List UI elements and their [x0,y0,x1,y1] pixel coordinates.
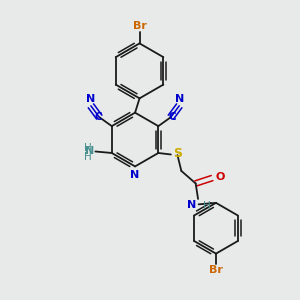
Text: N: N [187,200,196,210]
Text: N: N [175,94,184,104]
Text: Br: Br [209,265,223,275]
Text: Br: Br [133,21,146,31]
Text: S: S [173,147,182,160]
Text: O: O [215,172,224,182]
Text: C: C [94,112,102,122]
Text: H: H [203,201,211,212]
Text: N: N [130,170,140,180]
Text: H: H [84,143,92,153]
Text: H: H [84,152,92,162]
Text: N: N [86,94,95,104]
Text: C: C [168,112,176,122]
Text: N: N [85,146,94,157]
